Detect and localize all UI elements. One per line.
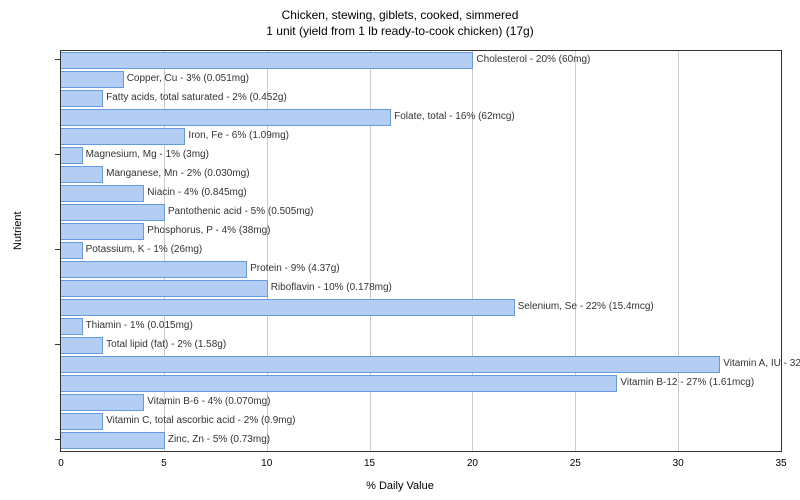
nutrient-bar — [61, 394, 144, 411]
nutrient-label: Phosphorus, P - 4% (38mg) — [147, 223, 270, 238]
nutrient-label: Manganese, Mn - 2% (0.030mg) — [106, 166, 249, 181]
gridline — [678, 51, 679, 451]
nutrient-label: Vitamin B-6 - 4% (0.070mg) — [147, 394, 270, 409]
title-line-2: 1 unit (yield from 1 lb ready-to-cook ch… — [0, 24, 800, 40]
chart-title: Chicken, stewing, giblets, cooked, simme… — [0, 0, 800, 39]
nutrient-label: Vitamin C, total ascorbic acid - 2% (0.9… — [106, 413, 295, 428]
nutrient-bar — [61, 204, 165, 221]
x-axis-label: % Daily Value — [0, 480, 800, 492]
nutrient-bar — [61, 337, 103, 354]
nutrient-label: Potassium, K - 1% (26mg) — [86, 242, 203, 257]
nutrient-label: Thiamin - 1% (0.015mg) — [86, 318, 193, 333]
nutrient-bar — [61, 109, 391, 126]
nutrient-bar — [61, 299, 515, 316]
nutrient-bar — [61, 128, 185, 145]
nutrient-label: Folate, total - 16% (62mcg) — [394, 109, 515, 124]
nutrient-label: Copper, Cu - 3% (0.051mg) — [127, 71, 249, 86]
nutrient-bar — [61, 52, 473, 69]
x-tick-label: 25 — [570, 458, 581, 469]
x-tick-label: 20 — [467, 458, 478, 469]
nutrient-bar — [61, 356, 720, 373]
nutrient-label: Pantothenic acid - 5% (0.505mg) — [168, 204, 314, 219]
nutrient-bar — [61, 90, 103, 107]
title-line-1: Chicken, stewing, giblets, cooked, simme… — [0, 8, 800, 24]
x-tick-label: 10 — [261, 458, 272, 469]
nutrient-label: Vitamin B-12 - 27% (1.61mcg) — [620, 375, 754, 390]
x-tick-label: 30 — [673, 458, 684, 469]
x-tick-label: 15 — [364, 458, 375, 469]
nutrient-label: Protein - 9% (4.37g) — [250, 261, 340, 276]
nutrient-label: Magnesium, Mg - 1% (3mg) — [86, 147, 209, 162]
nutrient-label: Cholesterol - 20% (60mg) — [476, 52, 590, 67]
nutrient-bar — [61, 166, 103, 183]
x-tick-label: 35 — [775, 458, 786, 469]
nutrient-bar — [61, 261, 247, 278]
nutrient-label: Zinc, Zn - 5% (0.73mg) — [168, 432, 270, 447]
nutrient-bar — [61, 242, 83, 259]
nutrient-bar — [61, 185, 144, 202]
nutrient-bar — [61, 432, 165, 449]
nutrient-bar — [61, 280, 268, 297]
nutrient-label: Iron, Fe - 6% (1.09mg) — [188, 128, 289, 143]
x-tick-label: 0 — [58, 458, 64, 469]
y-axis-label: Nutrient — [12, 211, 24, 250]
nutrition-chart: Chicken, stewing, giblets, cooked, simme… — [0, 0, 800, 500]
nutrient-bar — [61, 223, 144, 240]
nutrient-label: Niacin - 4% (0.845mg) — [147, 185, 246, 200]
nutrient-label: Vitamin A, IU - 32% (1621IU) — [723, 356, 800, 371]
nutrient-bar — [61, 147, 83, 164]
nutrient-label: Selenium, Se - 22% (15.4mcg) — [518, 299, 654, 314]
plot-area: 05101520253035Cholesterol - 20% (60mg)Co… — [60, 50, 782, 452]
x-tick-label: 5 — [161, 458, 167, 469]
nutrient-bar — [61, 413, 103, 430]
nutrient-label: Riboflavin - 10% (0.178mg) — [271, 280, 392, 295]
nutrient-label: Fatty acids, total saturated - 2% (0.452… — [106, 90, 287, 105]
nutrient-bar — [61, 375, 617, 392]
nutrient-label: Total lipid (fat) - 2% (1.58g) — [106, 337, 226, 352]
nutrient-bar — [61, 71, 124, 88]
nutrient-bar — [61, 318, 83, 335]
